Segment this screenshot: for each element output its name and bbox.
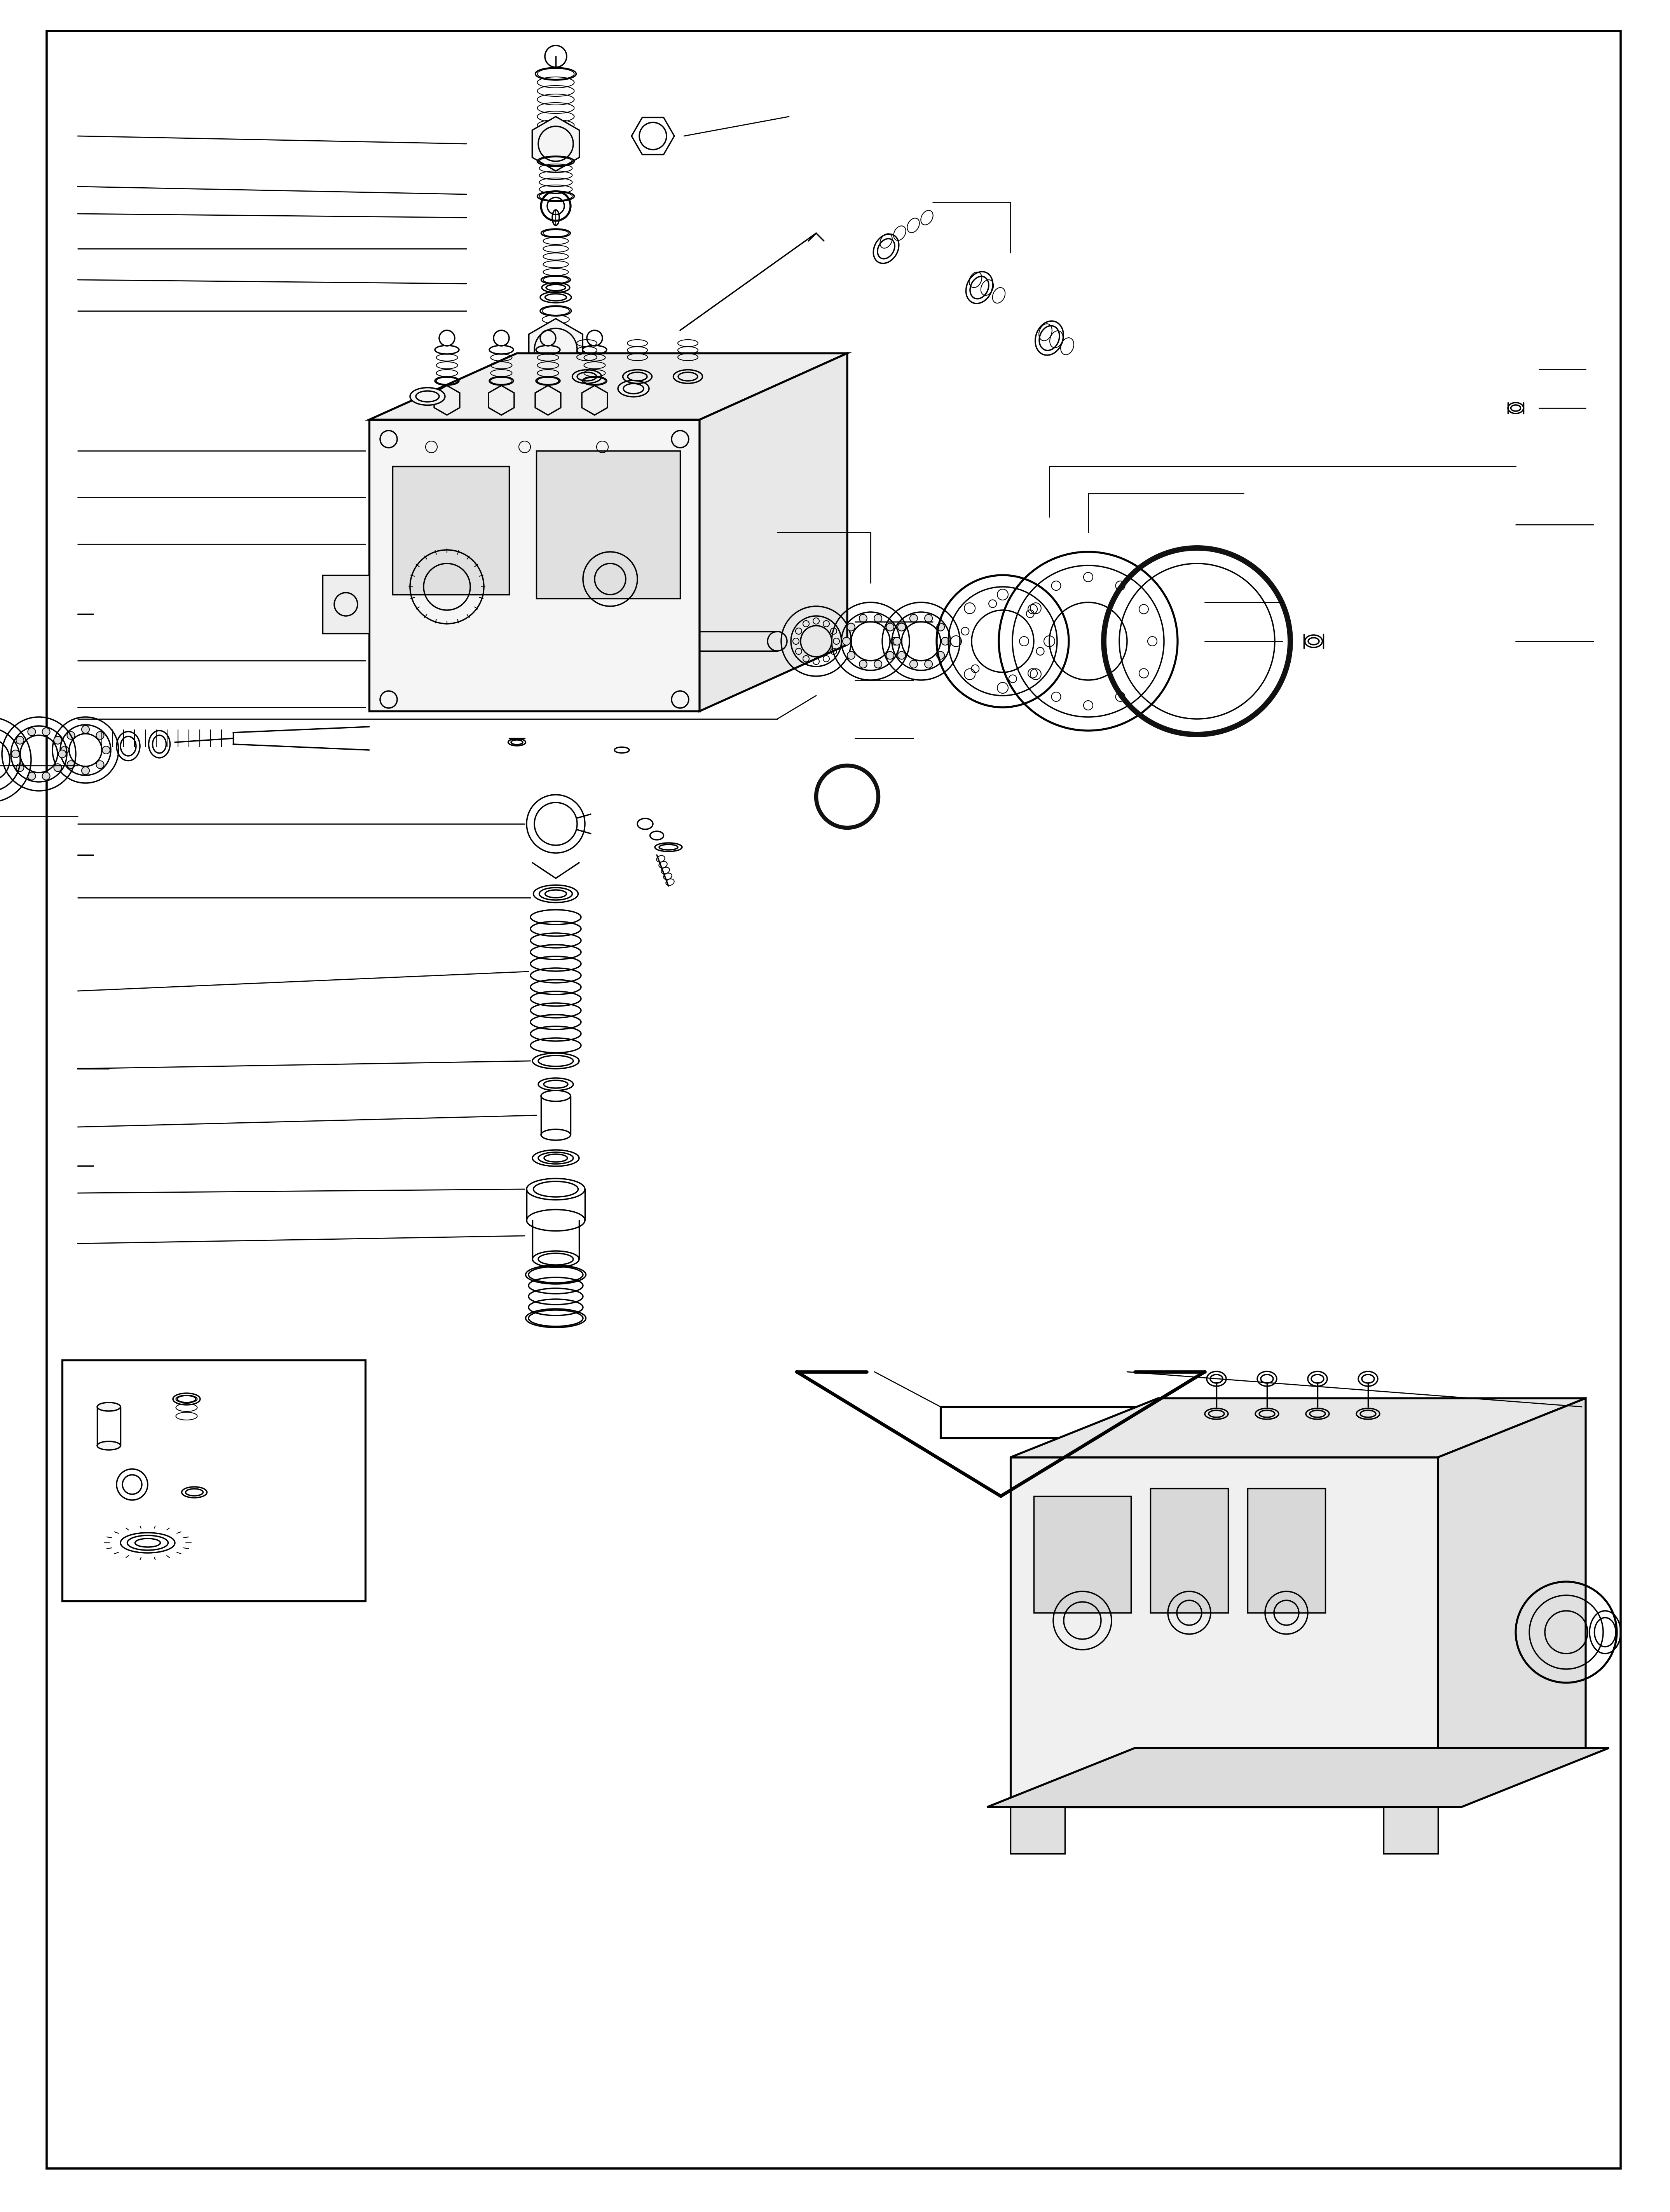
Circle shape xyxy=(42,728,50,737)
Circle shape xyxy=(53,763,62,772)
Circle shape xyxy=(58,750,67,759)
Polygon shape xyxy=(1438,1398,1585,1807)
Circle shape xyxy=(847,624,855,630)
Bar xyxy=(62,1360,366,1601)
Bar xyxy=(536,451,680,599)
Circle shape xyxy=(17,737,23,743)
Polygon shape xyxy=(533,117,579,170)
Circle shape xyxy=(873,659,882,668)
Polygon shape xyxy=(581,385,608,416)
Polygon shape xyxy=(987,1747,1608,1807)
Polygon shape xyxy=(322,575,369,633)
Circle shape xyxy=(860,615,867,622)
Circle shape xyxy=(925,615,932,622)
Bar xyxy=(1247,1489,1326,1613)
Circle shape xyxy=(67,761,75,768)
Polygon shape xyxy=(1383,1807,1438,1854)
Circle shape xyxy=(937,653,945,659)
Bar xyxy=(940,1407,1581,1438)
Circle shape xyxy=(67,732,75,739)
Polygon shape xyxy=(1010,1458,1438,1807)
Circle shape xyxy=(62,745,68,754)
Bar xyxy=(1034,1495,1131,1613)
Polygon shape xyxy=(434,385,459,416)
Circle shape xyxy=(887,653,893,659)
Polygon shape xyxy=(1010,1807,1065,1854)
Ellipse shape xyxy=(411,387,444,405)
Circle shape xyxy=(53,737,62,743)
Circle shape xyxy=(17,763,23,772)
Circle shape xyxy=(28,772,35,781)
Circle shape xyxy=(942,637,949,646)
Circle shape xyxy=(12,750,20,759)
Circle shape xyxy=(847,653,855,659)
Polygon shape xyxy=(1010,1398,1585,1458)
Polygon shape xyxy=(700,354,847,712)
Circle shape xyxy=(843,637,850,646)
Circle shape xyxy=(893,637,900,646)
Ellipse shape xyxy=(97,1402,120,1411)
Circle shape xyxy=(937,624,945,630)
Polygon shape xyxy=(369,354,847,420)
Bar xyxy=(1151,1489,1227,1613)
Circle shape xyxy=(910,615,917,622)
Bar xyxy=(392,467,509,595)
Circle shape xyxy=(28,728,35,737)
Circle shape xyxy=(898,624,905,630)
Circle shape xyxy=(97,732,104,739)
Circle shape xyxy=(890,637,898,646)
Circle shape xyxy=(910,659,917,668)
Polygon shape xyxy=(529,319,583,380)
Circle shape xyxy=(82,768,90,774)
Circle shape xyxy=(925,659,932,668)
Circle shape xyxy=(97,761,104,768)
Circle shape xyxy=(860,659,867,668)
Circle shape xyxy=(42,772,50,781)
Circle shape xyxy=(82,726,90,734)
Circle shape xyxy=(898,653,905,659)
Circle shape xyxy=(887,624,893,630)
Circle shape xyxy=(102,745,110,754)
Ellipse shape xyxy=(97,1442,120,1449)
Circle shape xyxy=(873,615,882,622)
Polygon shape xyxy=(369,420,700,712)
Polygon shape xyxy=(489,385,514,416)
Ellipse shape xyxy=(618,380,650,396)
Polygon shape xyxy=(534,385,561,416)
